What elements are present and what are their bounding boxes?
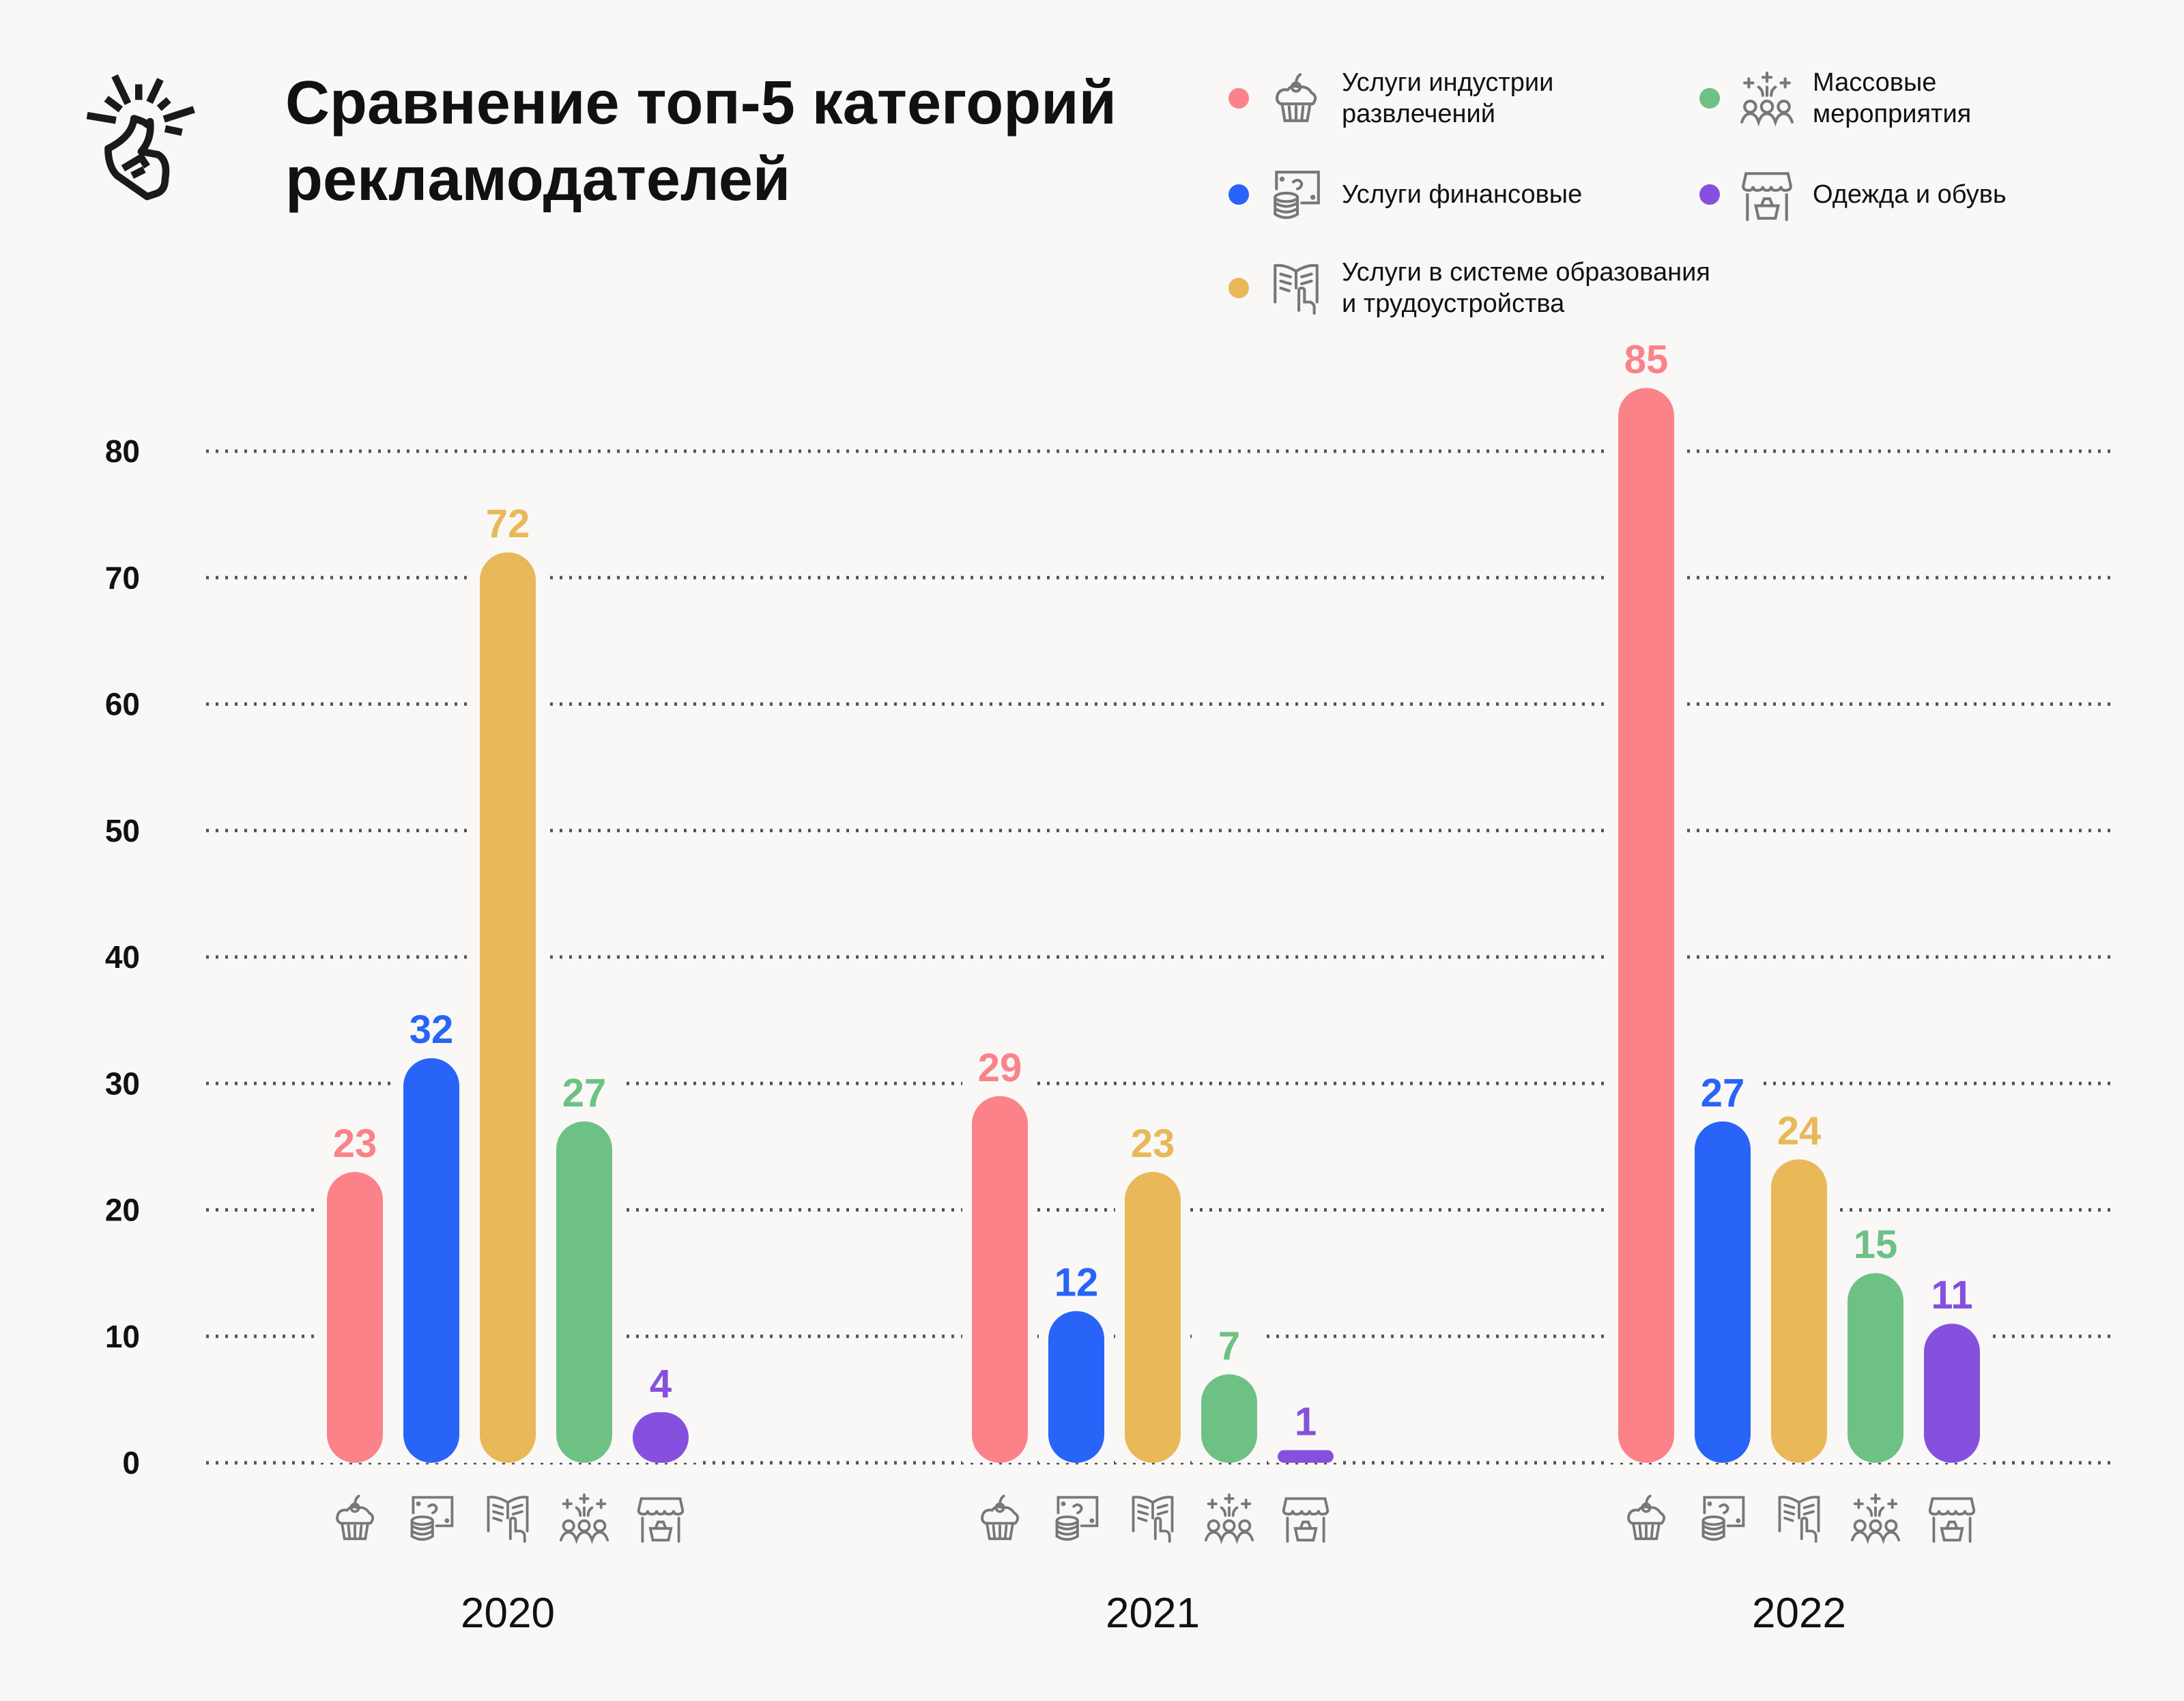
money-icon	[1055, 1496, 1099, 1541]
legend-label-line: Одежда и обувь	[1813, 180, 2007, 209]
data-label: 7	[1218, 1324, 1240, 1368]
data-label: 85	[1624, 337, 1669, 382]
y-tick-label: 50	[105, 813, 140, 848]
x-tick-label: 2022	[1752, 1590, 1846, 1637]
data-label: 24	[1777, 1109, 1822, 1153]
bar	[480, 552, 536, 1463]
bar	[1695, 1121, 1751, 1463]
snap-fingers-logo-icon	[75, 61, 225, 212]
chart-title-line: рекламодателей	[285, 145, 791, 214]
bar	[633, 1412, 689, 1463]
y-tick-label: 30	[105, 1066, 140, 1101]
legend-label: Услуги в системе образования и трудоустро…	[1342, 257, 1710, 319]
data-label: 23	[333, 1121, 377, 1166]
data-label: 27	[1701, 1071, 1745, 1115]
shop-icon	[637, 1497, 685, 1543]
shop-icon	[1282, 1497, 1330, 1543]
bar	[1771, 1159, 1827, 1463]
legend-label-line: мероприятия	[1813, 100, 1972, 128]
y-tick-label: 60	[105, 687, 140, 722]
data-label: 27	[562, 1071, 607, 1115]
bar	[1125, 1171, 1181, 1463]
legend-item: Услуги индустрии развлечений	[1228, 67, 1553, 130]
legend-label-line: Услуги индустрии	[1342, 68, 1554, 97]
legend-label-line: и трудоустройства	[1342, 289, 1565, 318]
bar	[1924, 1324, 1980, 1463]
chart-title: Сравнение топ-5 категорий рекламодателей	[285, 65, 1117, 218]
data-label: 11	[1931, 1273, 1972, 1317]
legend-label: Одежда и обувь	[1813, 179, 2007, 210]
legend-label-line: развлечений	[1342, 100, 1495, 128]
legend-color-dot	[1699, 88, 1720, 109]
legend-label: Услуги финансовые	[1342, 179, 1582, 210]
legend-item: Одежда и обувь	[1699, 167, 2007, 223]
crowd-icon	[559, 1493, 609, 1542]
legend-label: Услуги индустрии развлечений	[1342, 67, 1553, 130]
data-label: 12	[1054, 1261, 1099, 1305]
legend-label-line: Массовые	[1813, 68, 1937, 97]
legend-item: Услуги финансовые	[1228, 167, 1582, 223]
data-label: 29	[978, 1046, 1022, 1090]
y-tick-label: 70	[105, 560, 140, 595]
legend-label-line: Услуги в системе образования	[1342, 258, 1710, 287]
legend-color-dot	[1228, 184, 1249, 205]
shop-icon	[1928, 1497, 1976, 1543]
legend-item: Массовые мероприятия	[1699, 67, 1971, 130]
data-label: 32	[410, 1007, 454, 1052]
bar	[1618, 388, 1674, 1463]
bar	[972, 1096, 1028, 1463]
legend-label-line: Услуги финансовые	[1342, 180, 1583, 209]
crowd-icon	[1850, 1493, 1901, 1542]
book-icon	[1132, 1496, 1174, 1543]
x-tick-label: 2020	[461, 1590, 555, 1637]
legend-color-dot	[1228, 88, 1249, 109]
bar	[556, 1121, 612, 1463]
y-tick-label: 0	[122, 1445, 140, 1481]
bar	[1848, 1273, 1903, 1463]
book-icon	[487, 1496, 529, 1543]
data-label: 4	[650, 1362, 672, 1406]
money-icon	[410, 1496, 454, 1541]
cupcake-icon	[981, 1494, 1020, 1541]
data-label: 1	[1295, 1399, 1317, 1444]
y-tick-label: 40	[105, 939, 140, 975]
bar	[1201, 1374, 1257, 1463]
legend-item: Услуги в системе образования и трудоустро…	[1228, 257, 1710, 319]
x-tick-label: 2021	[1106, 1590, 1200, 1637]
legend-color-dot	[1699, 184, 1720, 205]
chart-title-line: Сравнение топ-5 категорий	[285, 69, 1117, 137]
cupcake-icon	[336, 1494, 375, 1541]
bar	[1278, 1450, 1334, 1463]
y-tick-label: 20	[105, 1192, 140, 1228]
y-tick-label: 10	[105, 1319, 140, 1354]
legend-color-dot	[1228, 278, 1249, 298]
y-tick-label: 80	[105, 433, 140, 469]
legend-label: Массовые мероприятия	[1813, 67, 1971, 130]
crowd-icon	[1204, 1493, 1254, 1542]
book-icon	[1778, 1496, 1820, 1543]
cupcake-icon	[1627, 1494, 1666, 1541]
data-label: 15	[1854, 1223, 1898, 1267]
data-label: 72	[486, 502, 530, 546]
bar	[1048, 1311, 1104, 1463]
money-icon	[1701, 1496, 1745, 1541]
data-label: 23	[1131, 1121, 1175, 1166]
bar	[327, 1171, 383, 1463]
bar	[403, 1058, 459, 1463]
